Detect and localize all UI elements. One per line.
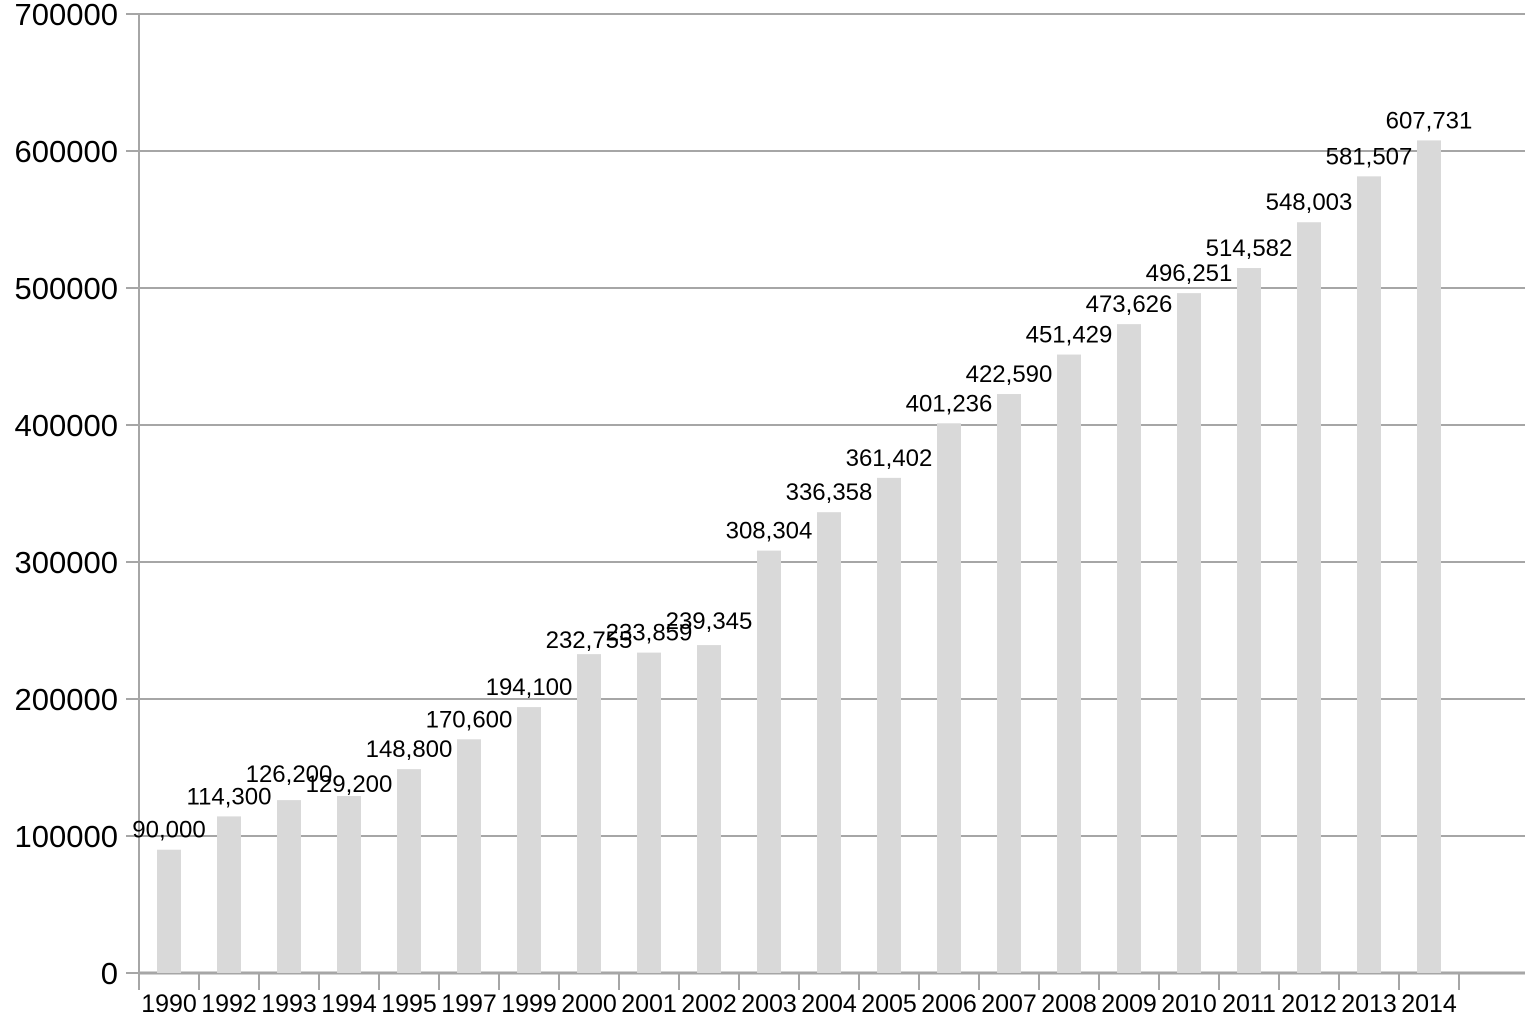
x-tick-label: 2012 (1281, 990, 1337, 1018)
bar (997, 394, 1021, 973)
bar (1117, 324, 1141, 973)
bar-value-label: 548,003 (1266, 189, 1353, 216)
bar-value-label: 422,590 (966, 361, 1053, 388)
y-tick-label: 700000 (15, 0, 118, 32)
bar (577, 654, 601, 973)
y-tick-label: 200000 (15, 682, 118, 717)
y-tick-label: 500000 (15, 271, 118, 306)
bar-value-label: 361,402 (846, 445, 933, 472)
x-tick-label: 1990 (141, 990, 197, 1018)
bar-value-label: 496,251 (1146, 260, 1233, 287)
bar-value-label: 90,000 (132, 817, 205, 844)
bar-value-label: 473,626 (1086, 291, 1173, 318)
y-tick-label: 600000 (15, 134, 118, 169)
bar-value-label: 148,800 (366, 736, 453, 763)
bar-value-label: 514,582 (1206, 235, 1293, 262)
x-tick-label: 2013 (1341, 990, 1397, 1018)
y-tick-label: 100000 (15, 819, 118, 854)
bar (1297, 222, 1321, 973)
bar (697, 645, 721, 973)
y-tick-label: 400000 (15, 408, 118, 443)
bar (1057, 354, 1081, 974)
x-tick-label: 2010 (1161, 990, 1217, 1018)
x-tick-label: 2014 (1401, 990, 1457, 1018)
bar-value-label: 401,236 (906, 390, 993, 417)
bar (517, 707, 541, 973)
y-tick-label: 300000 (15, 545, 118, 580)
y-tick-label: 0 (101, 956, 118, 991)
bar-value-label: 170,600 (426, 706, 513, 733)
bar (217, 816, 241, 973)
bar (1177, 293, 1201, 974)
bar-value-label: 308,304 (726, 518, 813, 545)
bar (1417, 140, 1441, 974)
bar-value-label: 232,755 (546, 627, 633, 654)
bar-value-label: 126,200 (246, 761, 333, 788)
x-tick-label: 2000 (561, 990, 617, 1018)
bar (757, 550, 781, 973)
bar-value-label: 581,507 (1326, 143, 1413, 170)
x-tick-label: 1994 (321, 990, 377, 1018)
bar (937, 423, 961, 974)
bar (457, 739, 481, 973)
bar-value-label: 239,345 (666, 608, 753, 635)
bar (397, 769, 421, 973)
bar (1357, 176, 1381, 974)
x-tick-label: 2004 (801, 990, 857, 1018)
bar-value-label: 194,100 (486, 674, 573, 701)
bar (277, 800, 301, 973)
x-tick-label: 2002 (681, 990, 737, 1018)
bar-value-label: 129,200 (306, 771, 393, 798)
bar-value-label: 451,429 (1026, 322, 1113, 349)
x-tick-label: 1997 (441, 990, 497, 1018)
bar (637, 652, 661, 973)
x-tick-label: 1999 (501, 990, 557, 1018)
bar-value-label: 233,859 (606, 620, 693, 647)
bar (817, 512, 841, 973)
x-tick-label: 2003 (741, 990, 797, 1018)
x-tick-label: 2009 (1101, 990, 1157, 1018)
bar (157, 849, 181, 973)
x-tick-label: 1992 (201, 990, 257, 1018)
x-tick-label: 1993 (261, 990, 317, 1018)
x-tick-label: 2008 (1041, 990, 1097, 1018)
bar-value-label: 114,300 (187, 783, 272, 810)
bar (337, 795, 361, 973)
x-tick-label: 1995 (381, 990, 437, 1018)
bar-value-label: 607,731 (1386, 107, 1473, 134)
x-tick-label: 2007 (981, 990, 1037, 1018)
x-tick-label: 2006 (921, 990, 977, 1018)
bar-value-label: 336,358 (786, 479, 873, 506)
bar (877, 477, 901, 973)
x-tick-label: 2005 (861, 990, 917, 1018)
x-tick-label: 2001 (621, 990, 677, 1018)
bar (1237, 268, 1261, 973)
x-tick-label: 2011 (1222, 990, 1276, 1018)
